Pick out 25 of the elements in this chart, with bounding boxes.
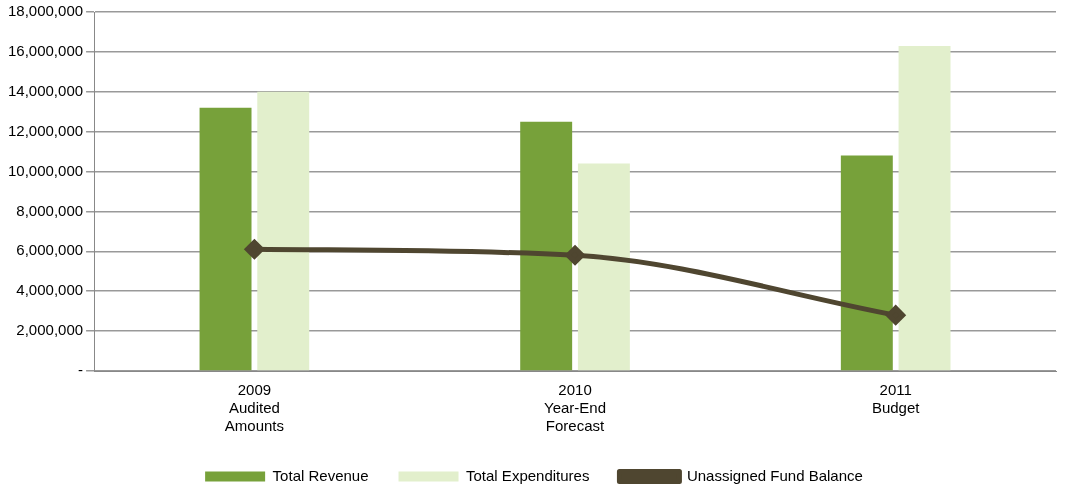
- bar: [577, 163, 630, 371]
- point: [565, 245, 585, 265]
- x-tick-label: 2009 Audited Amounts: [224, 381, 284, 435]
- point: [244, 239, 264, 259]
- y-tick-label: 6,000,000: [16, 241, 84, 259]
- point: [886, 305, 906, 325]
- y-tick-label: 10,000,000: [8, 161, 84, 179]
- x-tick-label: 2010 Year-End Forecast: [544, 381, 607, 435]
- bar: [898, 45, 951, 371]
- bar: [840, 155, 893, 371]
- legend-label: Total Revenue: [272, 466, 369, 484]
- x-tick-label: 2011 Budget: [871, 381, 921, 417]
- legend-label: Unassigned Fund Balance: [686, 466, 863, 484]
- bar: [257, 91, 310, 371]
- y-tick-label: 16,000,000: [8, 42, 84, 60]
- y-tick-label: 8,000,000: [16, 201, 84, 219]
- y-tick-label: 12,000,000: [8, 121, 84, 139]
- y-tick-label: 2,000,000: [16, 321, 84, 339]
- bar: [199, 107, 252, 371]
- y-tick-label: 18,000,000: [8, 2, 84, 20]
- y-tick-label: -: [78, 361, 84, 379]
- legend-label: Total Expenditures: [466, 466, 590, 484]
- y-tick-label: 14,000,000: [8, 81, 84, 99]
- y-tick-label: 4,000,000: [16, 281, 84, 299]
- bar: [520, 121, 573, 371]
